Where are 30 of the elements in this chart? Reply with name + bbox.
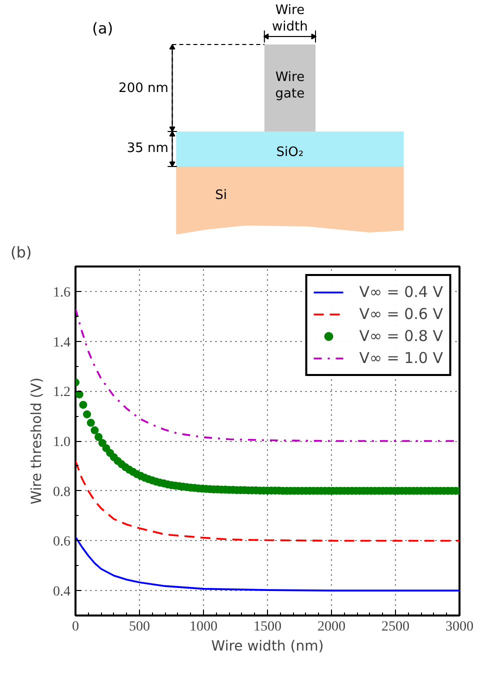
legend-label: V∞ = 0.8 V (359, 327, 443, 345)
y-tick-label: 0.6 (53, 534, 70, 550)
text: Wire gate (275, 70, 305, 102)
y-axis-title: Wire threshold (V) (29, 378, 45, 504)
x-axis-title: Wire width (nm) (211, 638, 324, 654)
text: Wire width (272, 2, 308, 34)
text: (a) (92, 20, 114, 38)
x-tick-label: 2000 (318, 620, 346, 634)
text: 35 nm (126, 141, 168, 156)
line-series (76, 536, 460, 592)
y-tick-label: 1.0 (53, 435, 70, 450)
text: 200 nm (118, 81, 168, 96)
y-tick-label: 1.6 (53, 285, 70, 300)
text: Si (215, 188, 227, 203)
legend-label: V∞ = 0.4 V (359, 283, 443, 301)
x-tick-label: 3000 (446, 620, 474, 634)
legend-label: V∞ = 1.0 V (359, 349, 443, 367)
line-series (76, 460, 460, 542)
chart-title: (b) (10, 244, 32, 262)
text: SiO₂ (276, 145, 304, 160)
x-tick-label: 1500 (254, 620, 282, 634)
y-tick-label: 1.2 (53, 385, 70, 400)
x-tick-label: 2500 (382, 620, 410, 634)
y-tick-label: 0.4 (53, 584, 70, 600)
y-tick-label: 0.8 (53, 484, 70, 500)
x-tick-label: 1000 (190, 620, 218, 634)
x-tick-label: 0 (72, 620, 79, 634)
y-tick-label: 1.4 (53, 335, 70, 350)
legend-label: V∞ = 0.6 V (359, 305, 443, 323)
x-tick-label: 500 (129, 620, 150, 634)
